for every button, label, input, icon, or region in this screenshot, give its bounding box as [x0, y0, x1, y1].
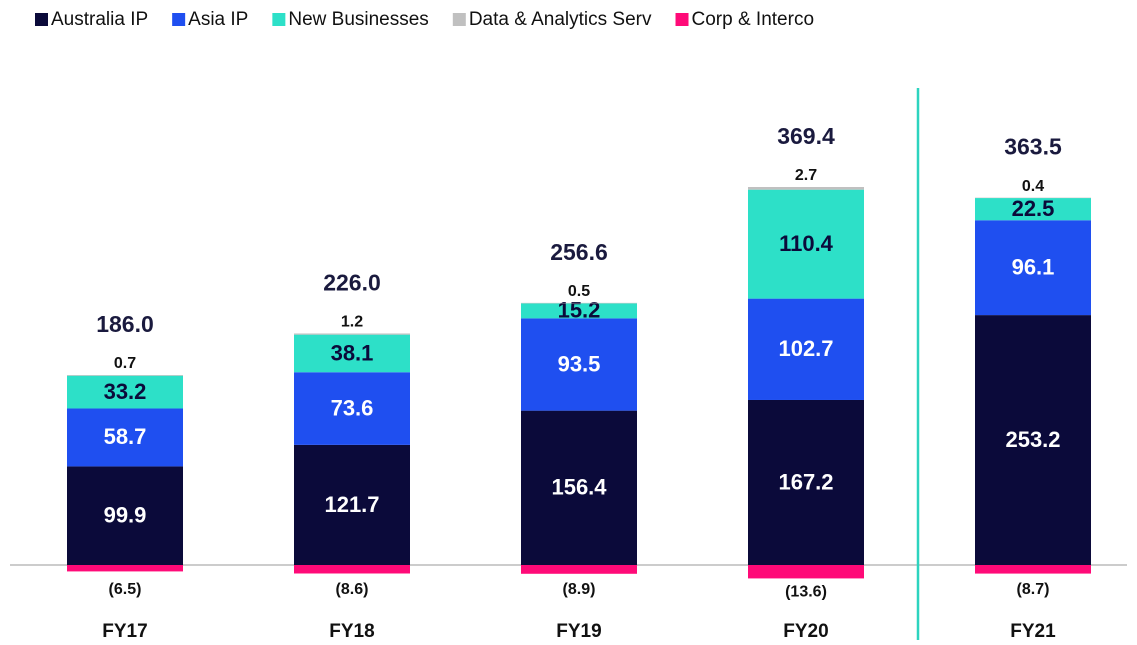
legend-label: New Businesses: [288, 9, 428, 30]
x-tick-label: FY21: [1010, 621, 1056, 642]
total-label: 256.6: [550, 239, 608, 265]
data-label: (8.7): [1017, 581, 1050, 598]
bar-segment: [67, 375, 183, 409]
total-label: 363.5: [1004, 134, 1062, 160]
bar-segment: [294, 565, 410, 574]
data-label: 1.2: [341, 314, 363, 331]
data-label: 2.7: [795, 167, 817, 184]
bar-segment: [975, 315, 1091, 565]
data-label: 73.6: [331, 395, 374, 420]
data-label: 58.7: [104, 424, 147, 449]
data-label: 110.4: [779, 231, 834, 256]
bar-segment: [748, 565, 864, 579]
legend-label: Asia IP: [188, 9, 248, 30]
bar-segment: [67, 375, 183, 376]
data-label: 253.2: [1005, 427, 1060, 452]
data-label: (6.5): [109, 581, 142, 598]
x-tick-label: FY17: [102, 621, 147, 642]
x-tick-label: FY20: [783, 621, 828, 642]
data-label: 167.2: [778, 469, 833, 494]
bar-segment: [521, 303, 637, 319]
legend-swatch: [675, 13, 689, 26]
data-label: 96.1: [1012, 254, 1055, 279]
legend-label: Australia IP: [51, 9, 148, 30]
data-label: 102.7: [778, 336, 833, 361]
bar-segment: [294, 372, 410, 445]
data-label: (8.6): [336, 581, 369, 598]
data-label: (13.6): [785, 584, 827, 601]
bar-segment: [975, 198, 1091, 221]
bar-segment: [521, 318, 637, 411]
legend-swatch: [452, 13, 466, 26]
data-label: 0.7: [114, 355, 136, 372]
legend-swatch: [172, 13, 186, 26]
bar-segment: [294, 444, 410, 565]
bar-segment: [748, 399, 864, 565]
bar-segment: [521, 565, 637, 574]
legend-swatch: [272, 13, 286, 26]
total-label: 369.4: [777, 123, 835, 149]
bar-segment: [67, 466, 183, 565]
bar-segment: [67, 408, 183, 467]
x-tick-label: FY18: [329, 621, 374, 642]
bar-segment: [294, 334, 410, 373]
data-label: 121.7: [324, 492, 379, 517]
data-label: 0.5: [568, 283, 590, 300]
bar-segment: [521, 410, 637, 565]
legend-label: Data & Analytics Serv: [469, 9, 652, 30]
total-label: 226.0: [323, 270, 381, 296]
data-label: 22.5: [1012, 196, 1055, 221]
bar-segment: [748, 298, 864, 400]
data-label: 0.4: [1022, 178, 1044, 195]
data-label: 99.9: [104, 503, 147, 528]
data-label: 93.5: [558, 351, 601, 376]
bar-segment: [748, 189, 864, 299]
data-label: 156.4: [551, 475, 607, 500]
bar-segment: [975, 220, 1091, 316]
x-tick-label: FY19: [556, 621, 601, 642]
legend-label: Corp & Interco: [692, 9, 815, 30]
bar-segment: [67, 565, 183, 572]
bar-segment: [294, 333, 410, 335]
total-label: 186.0: [96, 311, 154, 337]
legend-swatch: [35, 13, 48, 26]
bar-segment: [975, 565, 1091, 574]
data-label: 15.2: [558, 298, 601, 323]
data-label: 33.2: [104, 379, 147, 404]
bar-segment: [748, 187, 864, 190]
data-label: (8.9): [563, 581, 596, 598]
data-label: 38.1: [331, 340, 374, 365]
